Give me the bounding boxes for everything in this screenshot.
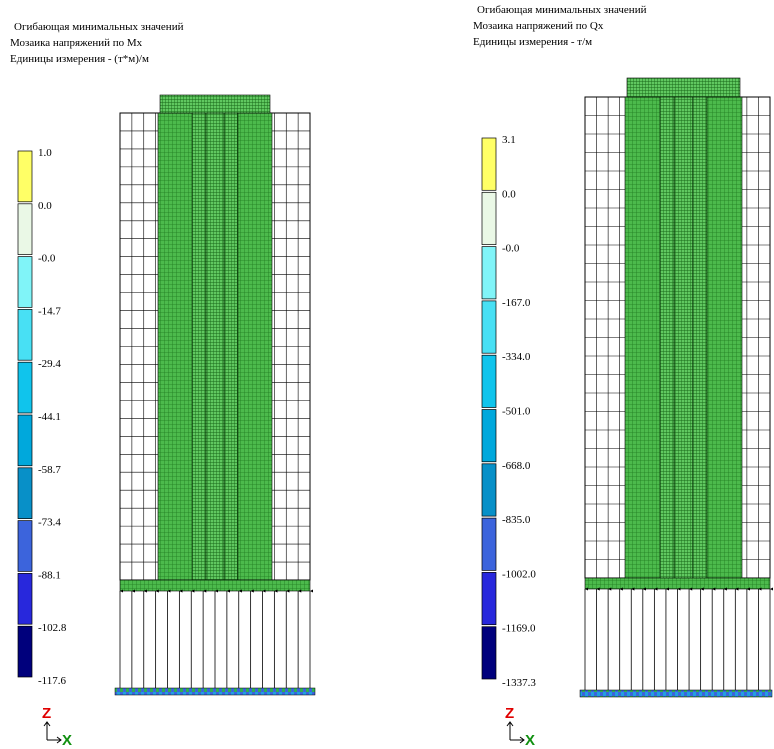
slab	[120, 580, 310, 591]
legend-label: -835.0	[502, 514, 531, 526]
legend-label: -29.4	[38, 358, 61, 370]
legend-label: 1.0	[38, 147, 52, 159]
legend-swatch	[482, 192, 496, 244]
title-line: Мозаика напряжений по Mx	[10, 37, 143, 49]
legend-swatch	[18, 151, 32, 202]
legend-swatch	[18, 415, 32, 466]
legend-swatch	[18, 521, 32, 572]
legend-swatch	[18, 626, 32, 677]
model	[115, 95, 315, 695]
legend-label: -668.0	[502, 460, 531, 472]
legend-label: 3.1	[502, 134, 516, 146]
legend-label: -167.0	[502, 297, 531, 309]
model	[580, 78, 772, 697]
legend-swatch	[482, 410, 496, 462]
legend-label: -0.0	[38, 253, 56, 265]
legend-label: -1002.0	[502, 568, 536, 580]
legend-swatch	[482, 464, 496, 516]
legend-swatch	[482, 138, 496, 190]
screen: Огибающая минимальных значений Мозаика на…	[0, 0, 774, 749]
title-line: Единицы измерения - т/м	[473, 36, 592, 48]
legend-swatch	[18, 362, 32, 413]
legend-swatch	[482, 355, 496, 407]
legend-label: 0.0	[38, 200, 52, 212]
title-line: Единицы измерения - (т*м)/м	[10, 53, 149, 65]
legend-swatch	[18, 573, 32, 624]
legend-swatch	[482, 627, 496, 679]
title-line: Мозаика напряжений по Qx	[473, 20, 604, 32]
core-dense	[192, 113, 238, 580]
legend-label: -0.0	[502, 243, 520, 255]
legend-label: -1337.3	[502, 677, 536, 689]
legend-swatch	[18, 468, 32, 519]
legend-label: -501.0	[502, 406, 531, 418]
title-line: Огибающая минимальных значений	[477, 4, 647, 16]
slab	[585, 578, 770, 589]
legend-swatch	[482, 572, 496, 624]
title-line: Огибающая минимальных значений	[14, 21, 184, 33]
foundation	[115, 688, 315, 695]
legend-label: -117.6	[38, 675, 67, 687]
legend-swatch	[18, 204, 32, 255]
axis-arrows	[44, 722, 61, 743]
legend-swatch	[482, 301, 496, 353]
legend-label: -334.0	[502, 351, 531, 363]
legend-label: -73.4	[38, 517, 61, 529]
legend-label: -44.1	[38, 411, 61, 423]
axis-x: X	[525, 732, 535, 749]
axis-z: Z	[42, 705, 51, 722]
legend-label: -1169.0	[502, 623, 536, 635]
legend-swatch	[18, 257, 32, 308]
axis-arrows	[507, 722, 524, 743]
legend-swatch	[18, 309, 32, 360]
legend-label: -14.7	[38, 305, 61, 317]
legend-label: -88.1	[38, 569, 61, 581]
legend-label: 0.0	[502, 188, 516, 200]
legend-label: -102.8	[38, 622, 67, 634]
legend-swatch	[482, 247, 496, 299]
axis-z: Z	[505, 705, 514, 722]
axis-x: X	[62, 732, 72, 749]
roof	[160, 95, 270, 113]
legend-swatch	[482, 518, 496, 570]
roof	[627, 78, 740, 97]
core-dense	[660, 97, 707, 578]
foundation	[580, 690, 772, 697]
legend-label: -58.7	[38, 464, 61, 476]
